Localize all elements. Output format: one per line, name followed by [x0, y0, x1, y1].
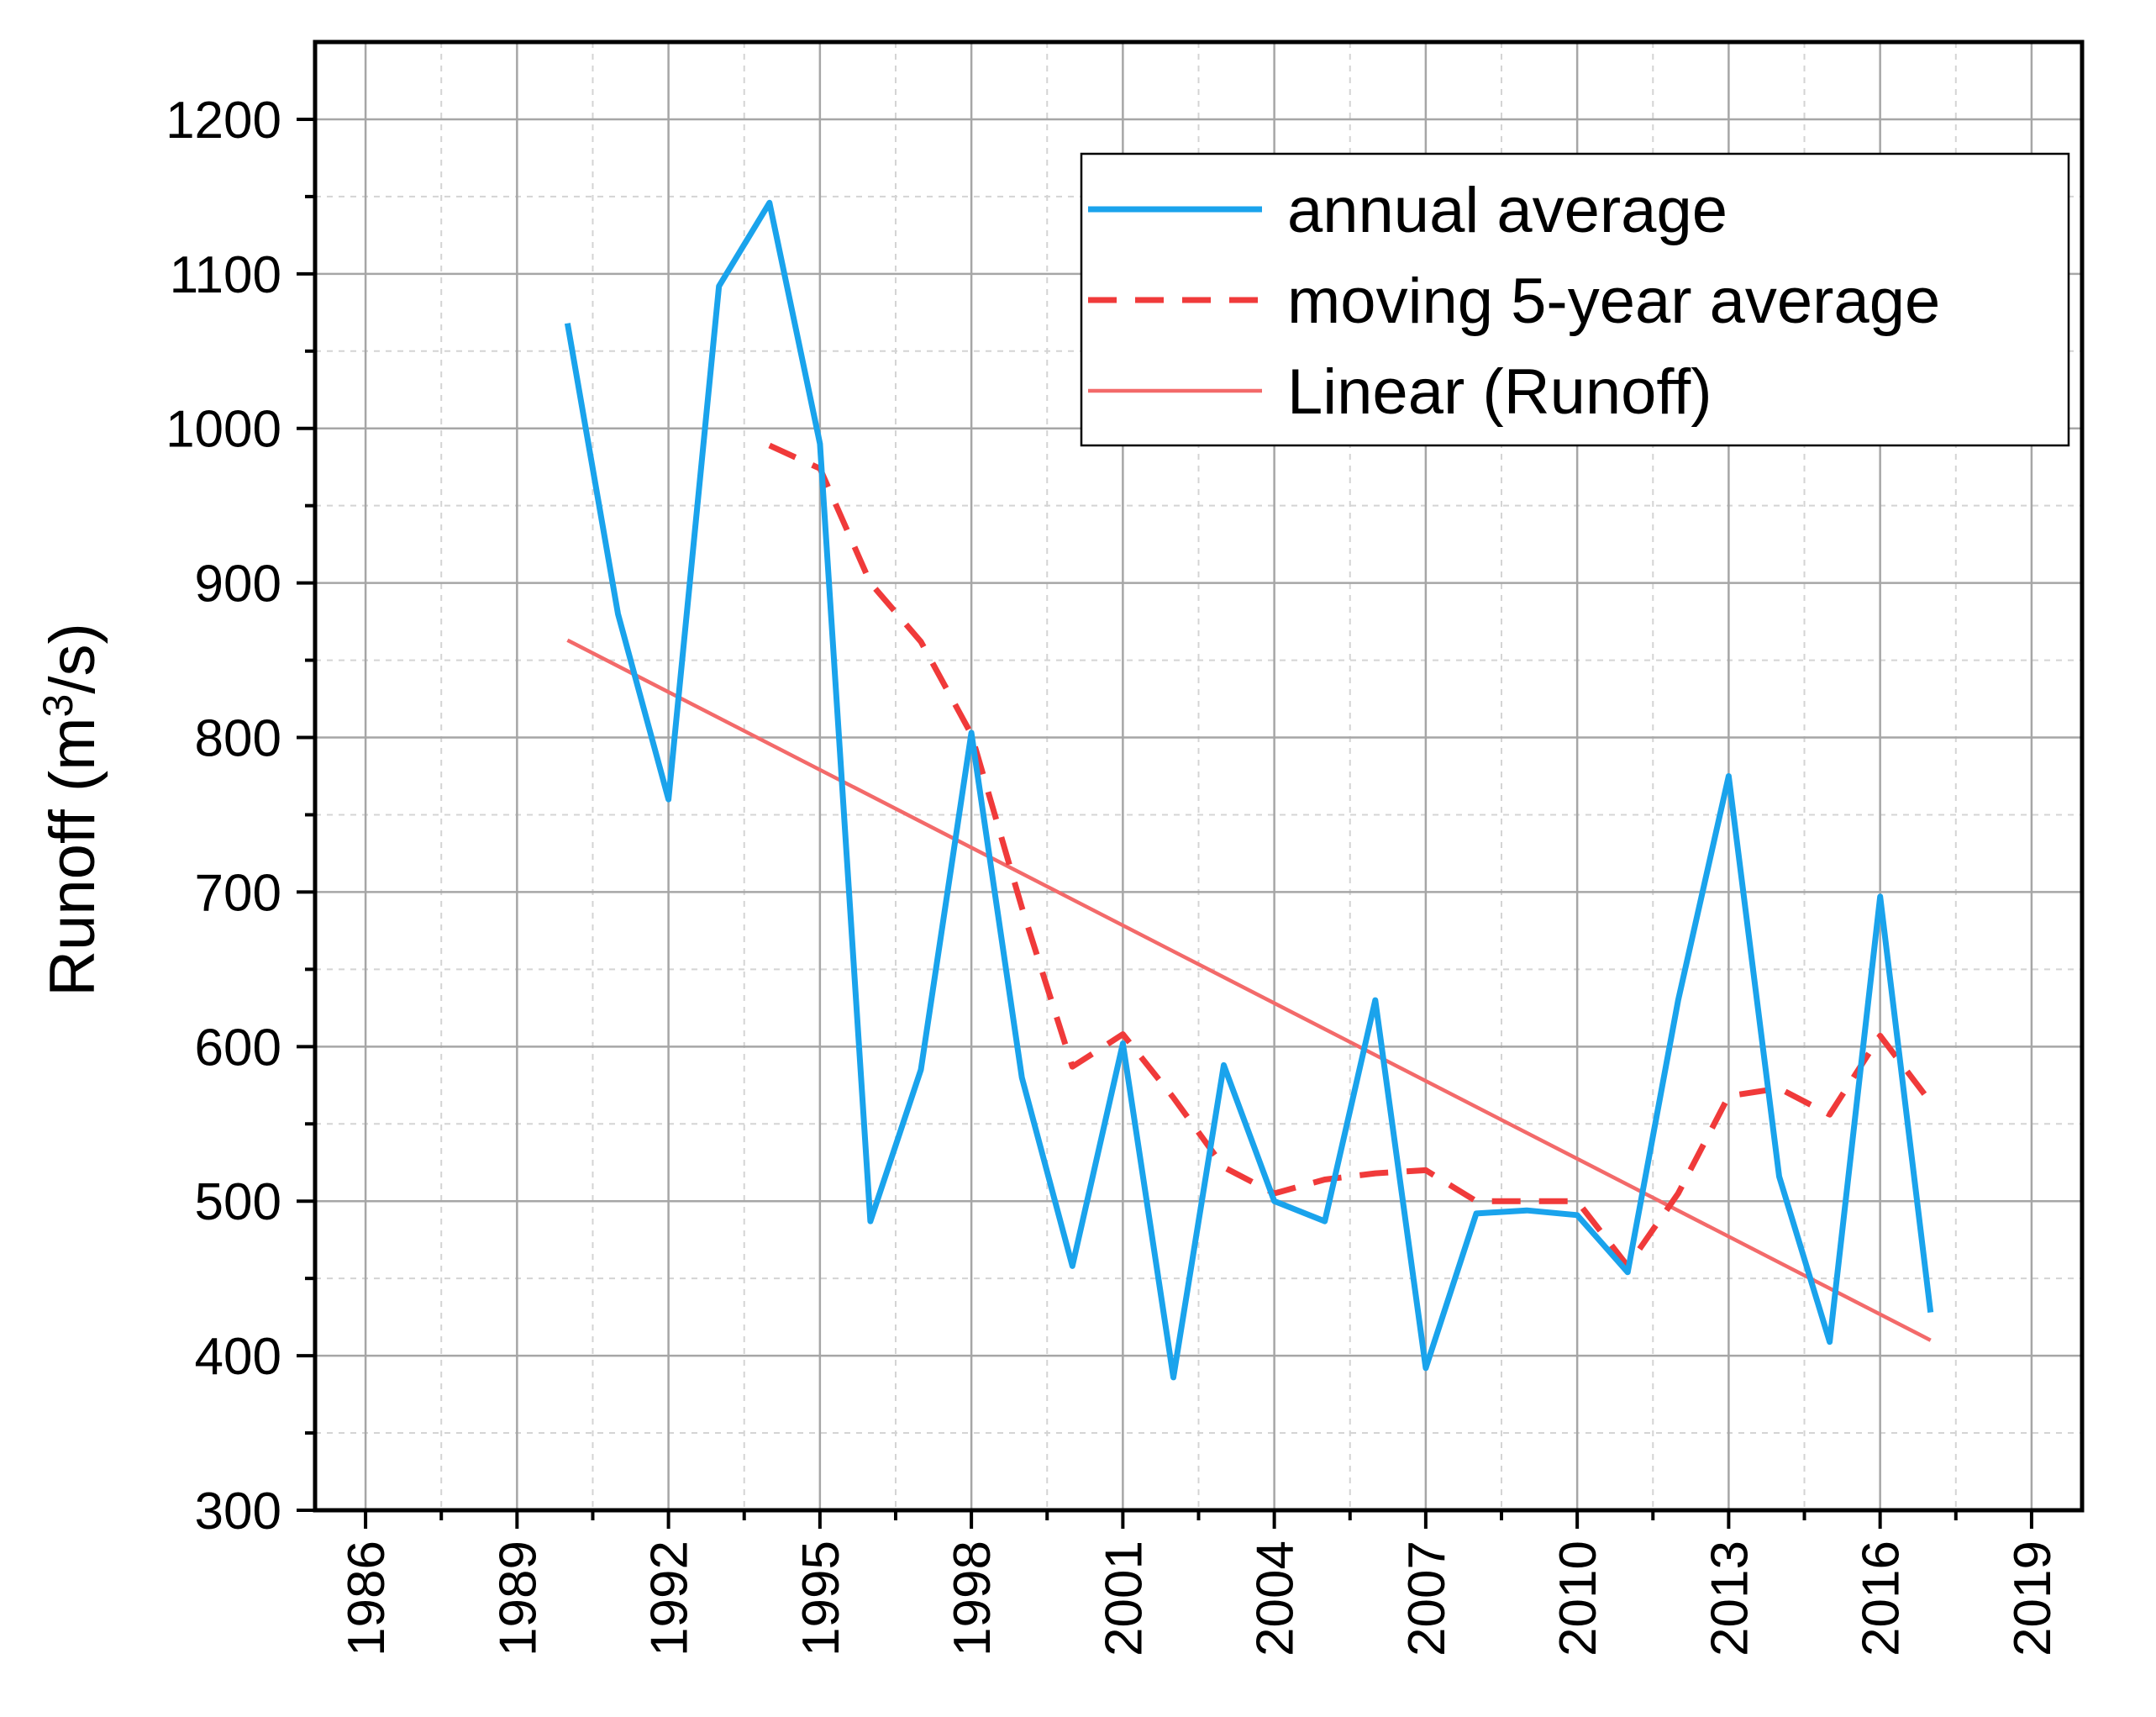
x-tick-label: 2001 — [1095, 1541, 1153, 1656]
y-tick-label: 900 — [195, 556, 281, 614]
y-tick-label: 1200 — [166, 92, 281, 150]
legend-label: annual average — [1287, 175, 1727, 246]
y-tick-label: 700 — [195, 864, 281, 922]
x-tick-label: 2013 — [1701, 1541, 1759, 1656]
x-tick-labels: 1986 1989 1992 1995 1998 2001 2004 2007 2010 2013… — [338, 1541, 2062, 1656]
axis-ticks — [297, 117, 2033, 1529]
x-tick-label: 2004 — [1247, 1541, 1305, 1656]
x-tick-label: 1989 — [489, 1541, 547, 1656]
x-tick-label: 2019 — [2004, 1541, 2062, 1656]
series-layer — [564, 199, 1934, 1381]
y-tick-label: 400 — [195, 1328, 281, 1386]
y-tick-label: 1000 — [166, 401, 281, 459]
legend-label: Linear (Runoff) — [1287, 356, 1712, 428]
x-tick-label: 2010 — [1549, 1541, 1607, 1656]
legend: annual average moving 5-year average Linea… — [1080, 152, 2070, 447]
x-tick-label: 1992 — [641, 1541, 699, 1656]
y-tick-label: 1100 — [170, 246, 281, 304]
x-tick-label: 1986 — [338, 1541, 396, 1656]
y-tick-labels: 300 400 500 600 700 800 900 1000 1100 1200 — [166, 92, 281, 1541]
x-tick-label: 2016 — [1853, 1541, 1911, 1656]
y-tick-label: 300 — [195, 1483, 281, 1541]
x-tick-label: 1998 — [944, 1541, 1002, 1656]
legend-label: moving 5-year average — [1287, 266, 1940, 337]
y-tick-label: 500 — [195, 1173, 281, 1231]
y-tick-label: 600 — [195, 1019, 281, 1077]
series-line-linear-runoff — [566, 638, 1932, 1342]
series-line-moving-5-year-average — [768, 442, 1933, 1269]
y-tick-label: 800 — [195, 710, 281, 768]
x-tick-label: 1995 — [792, 1541, 850, 1656]
series-line-annual-average — [564, 199, 1934, 1381]
y-axis-title: Runoff (m3/s) — [34, 623, 108, 997]
x-tick-label: 2007 — [1398, 1541, 1456, 1656]
